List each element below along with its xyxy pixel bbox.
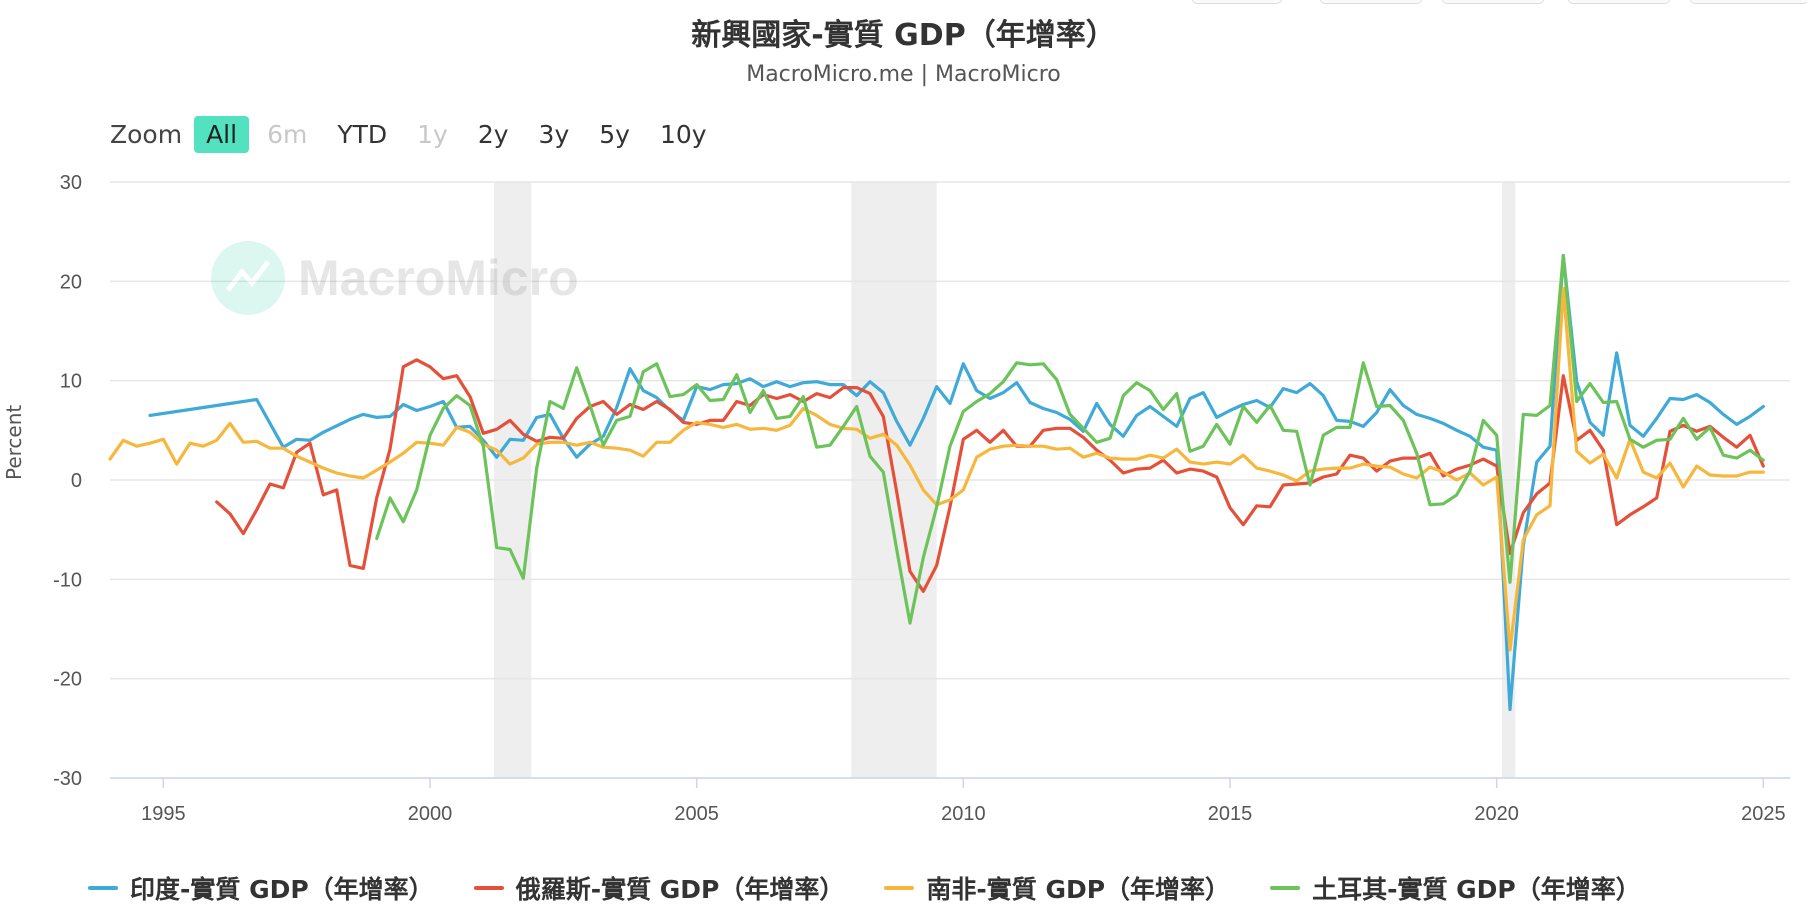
x-tick-label: 2000	[408, 803, 453, 825]
legend-swatch-india	[88, 886, 118, 890]
x-tick-label: 2005	[674, 803, 719, 825]
zoom-label: Zoom	[110, 119, 183, 149]
series-lines	[108, 253, 1765, 712]
legend-swatch-russia	[473, 886, 504, 890]
x-tick-label: 2020	[1474, 803, 1519, 825]
chart-subtitle: MacroMicro.me | MacroMicro	[746, 62, 1061, 87]
series-line-india	[148, 253, 1765, 712]
watermark-logo-mark	[226, 260, 270, 292]
y-tick-label: -30	[53, 768, 82, 790]
zoom-range-selector: Zoom All 6m YTD 1y 2y 3y 5y 10y	[110, 112, 725, 156]
chart-legend: 印度-實質 GDP（年增率） 俄羅斯-實質 GDP（年增率） 南非-實質 GDP…	[88, 870, 1641, 906]
x-tick-label: 2015	[1208, 803, 1253, 825]
legend-label-india: 印度-實質 GDP（年增率）	[130, 875, 434, 904]
legend-label-turkey: 土耳其-實質 GDP（年增率）	[1312, 875, 1641, 904]
watermark-logo-icon	[211, 241, 285, 315]
legend-item-russia[interactable]: 俄羅斯-實質 GDP（年增率）	[473, 870, 845, 906]
y-tick-label: 20	[60, 271, 82, 293]
watermark-text: MacroMicro	[298, 250, 579, 306]
legend-swatch-turkey	[1270, 886, 1301, 890]
zoom-button-2y[interactable]: 2y	[477, 119, 509, 149]
legend-label-south-africa: 南非-實質 GDP（年增率）	[926, 875, 1231, 904]
zoom-button-1y[interactable]: 1y	[417, 119, 448, 149]
top-toolbar-button[interactable]	[1690, 0, 1807, 4]
x-tick-label: 2025	[1741, 803, 1786, 825]
chart-title: 新興國家-實質 GDP（年增率）	[691, 18, 1116, 53]
legend-swatch-south-africa	[884, 886, 915, 890]
legend-item-india[interactable]: 印度-實質 GDP（年增率）	[88, 870, 434, 906]
x-tick-label: 1995	[141, 803, 186, 825]
zoom-button-6m[interactable]: 6m	[267, 119, 308, 149]
zoom-button-5y[interactable]: 5y	[599, 119, 630, 149]
legend-item-south-africa[interactable]: 南非-實質 GDP（年增率）	[884, 870, 1230, 906]
y-tick-label: 10	[60, 371, 82, 393]
y-tick-label: -10	[53, 569, 82, 591]
y-tick-label: 0	[71, 470, 82, 492]
y-tick-label: -20	[53, 669, 82, 691]
zoom-button-ytd[interactable]: YTD	[337, 119, 388, 149]
legend-label-russia: 俄羅斯-實質 GDP（年增率）	[515, 875, 845, 904]
series-line-turkey	[375, 253, 1765, 625]
zoom-button-all[interactable]: All	[194, 115, 250, 153]
x-tick-label: 2010	[941, 803, 986, 825]
watermark: MacroMicro	[211, 241, 579, 315]
legend-item-turkey[interactable]: 土耳其-實質 GDP（年增率）	[1270, 870, 1641, 906]
zoom-button-10y[interactable]: 10y	[659, 119, 707, 149]
y-tick-label: 30	[60, 172, 82, 194]
zoom-button-3y[interactable]: 3y	[538, 119, 570, 149]
